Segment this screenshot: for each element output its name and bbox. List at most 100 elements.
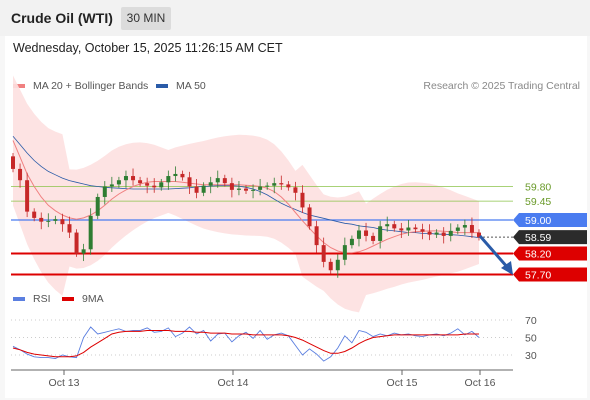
candle-body bbox=[166, 176, 171, 183]
x-tick-label: Oct 16 bbox=[465, 377, 496, 389]
candle-body bbox=[131, 176, 136, 181]
candle-body bbox=[60, 219, 65, 225]
candle-body bbox=[39, 217, 44, 222]
candle-body bbox=[349, 238, 354, 246]
candle-body bbox=[208, 182, 213, 186]
ma50-swatch bbox=[156, 84, 168, 88]
x-tick-label: Oct 14 bbox=[218, 377, 249, 389]
candle-body bbox=[420, 229, 425, 232]
forecast-arrow-shaft bbox=[478, 235, 510, 269]
candle-body bbox=[335, 259, 340, 271]
rsi-line bbox=[12, 326, 480, 362]
legend-rsi: RSI bbox=[13, 293, 51, 305]
candle-body bbox=[244, 188, 248, 191]
candle-body bbox=[152, 185, 157, 188]
legend-ma50: MA 50 bbox=[156, 80, 206, 92]
rsi-tick-30: 30 bbox=[525, 350, 537, 362]
candle-body bbox=[201, 185, 206, 193]
candle-body bbox=[67, 224, 72, 233]
candle-body bbox=[307, 207, 312, 227]
candle-body bbox=[95, 196, 100, 216]
candle-body bbox=[314, 226, 319, 246]
candle-body bbox=[371, 235, 376, 241]
candle-body bbox=[32, 211, 37, 218]
candle-body bbox=[364, 230, 369, 236]
candle-body bbox=[385, 224, 390, 227]
candle-body bbox=[399, 228, 404, 231]
header-bar: Crude Oil (WTI) 30 MIN bbox=[0, 0, 590, 36]
candle-body bbox=[173, 173, 178, 177]
candle-body bbox=[477, 232, 481, 238]
candle-body bbox=[81, 249, 86, 254]
legend-9ma: 9MA bbox=[62, 293, 104, 305]
rsi-tick-70: 70 bbox=[525, 315, 537, 327]
candle-body bbox=[279, 183, 284, 185]
ma20-swatch bbox=[13, 84, 25, 88]
timestamp: Wednesday, October 15, 2025 11:26:15 AM … bbox=[13, 41, 283, 55]
level-label-57.70: 57.70 bbox=[525, 269, 551, 281]
candle-body bbox=[11, 156, 15, 169]
x-tick-label: Oct 15 bbox=[387, 377, 418, 389]
candle-body bbox=[116, 180, 121, 185]
legend-ma20: MA 20 + Bollinger Bands bbox=[13, 80, 148, 92]
level-badge-57.70 bbox=[513, 267, 587, 282]
candle-body bbox=[293, 187, 298, 193]
candle-body bbox=[321, 245, 326, 262]
candle-body bbox=[123, 176, 128, 181]
candle-body bbox=[88, 215, 93, 250]
candle-body bbox=[194, 186, 199, 193]
level-label-58.59: 58.59 bbox=[525, 232, 551, 244]
candle-body bbox=[392, 224, 397, 229]
candle-body bbox=[434, 232, 439, 235]
level-badge-58.59 bbox=[513, 230, 587, 245]
rsi-ma-line bbox=[12, 330, 479, 358]
candle-body bbox=[222, 178, 227, 184]
candle-body bbox=[469, 225, 474, 233]
candle-body bbox=[406, 227, 411, 231]
candle-body bbox=[356, 230, 361, 239]
instrument-title: Crude Oil (WTI) bbox=[11, 10, 113, 26]
candle-body bbox=[378, 226, 383, 241]
level-label-59.45: 59.45 bbox=[525, 196, 551, 208]
candle-body bbox=[138, 180, 143, 184]
level-badge-59.00 bbox=[513, 213, 587, 227]
level-label-59.00: 59.00 bbox=[525, 215, 551, 227]
candle-body bbox=[441, 232, 446, 236]
x-tick-label: Oct 13 bbox=[49, 377, 80, 389]
candle-body bbox=[272, 183, 277, 186]
candle-body bbox=[300, 192, 305, 208]
candle-body bbox=[46, 220, 51, 222]
candle-body bbox=[462, 225, 467, 228]
candle-body bbox=[159, 182, 164, 188]
candle-body bbox=[25, 180, 30, 212]
candle-body bbox=[455, 227, 460, 231]
candle-body bbox=[74, 232, 79, 254]
level-badge-58.20 bbox=[513, 246, 587, 261]
candle-body bbox=[236, 188, 241, 190]
level-label-58.20: 58.20 bbox=[525, 249, 551, 261]
candle-body bbox=[286, 184, 291, 188]
candle-body bbox=[53, 219, 58, 221]
candle-body bbox=[180, 173, 185, 178]
candle-body bbox=[448, 230, 453, 236]
legend-9ma-label: 9MA bbox=[82, 293, 104, 305]
forecast-arrow-head bbox=[501, 261, 513, 275]
candle-body bbox=[265, 185, 270, 187]
candle-body bbox=[427, 231, 432, 235]
candle-body bbox=[215, 178, 220, 183]
candle-body bbox=[413, 227, 418, 230]
candle-body bbox=[258, 186, 263, 190]
rsi-swatch bbox=[13, 297, 25, 301]
candle-body bbox=[145, 183, 150, 186]
candle-body bbox=[187, 177, 192, 187]
candle-body bbox=[342, 245, 347, 260]
credit-text: Research © 2025 Trading Central bbox=[423, 80, 580, 92]
timeframe-button[interactable]: 30 MIN bbox=[121, 7, 171, 30]
ma9-swatch bbox=[62, 297, 74, 301]
candle-body bbox=[251, 189, 256, 191]
legend-ma20-label: MA 20 + Bollinger Bands bbox=[33, 80, 149, 92]
candle-body bbox=[229, 183, 234, 190]
candle-body bbox=[18, 168, 23, 181]
rsi-tick-50: 50 bbox=[525, 333, 537, 345]
